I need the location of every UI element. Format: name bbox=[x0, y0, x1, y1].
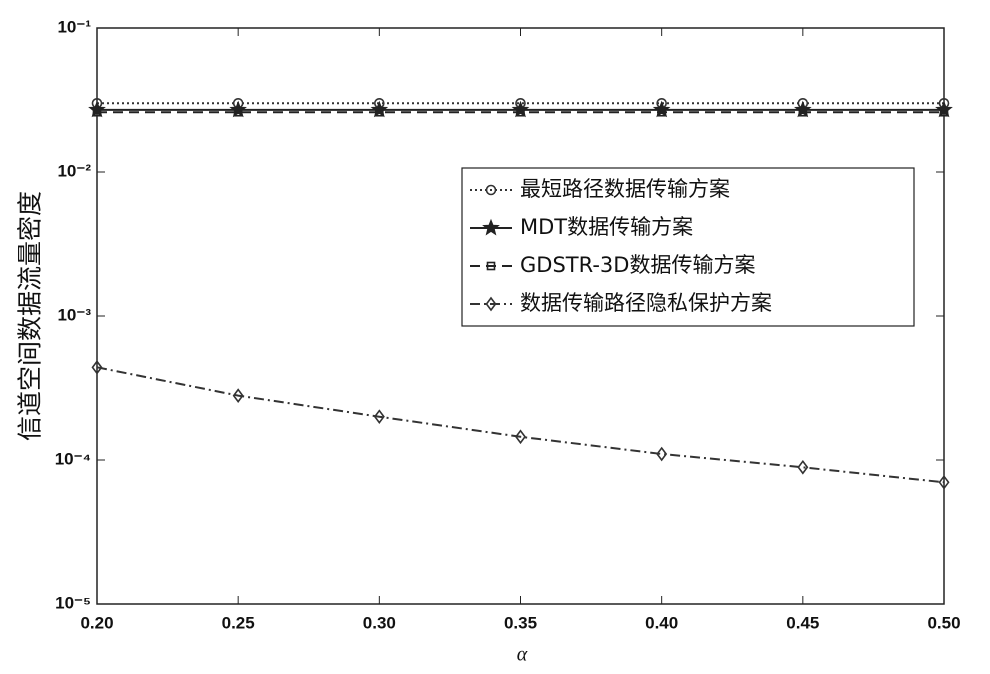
x-tick-label: 0.20 bbox=[80, 613, 113, 632]
marker bbox=[233, 107, 243, 117]
marker bbox=[939, 107, 949, 117]
x-tick-label: 0.50 bbox=[927, 613, 960, 632]
legend-marker bbox=[485, 184, 497, 196]
y-axis-label: 信道空间数据流量密度 bbox=[16, 191, 45, 441]
marker bbox=[797, 459, 809, 475]
legend-label: MDT数据传输方案 bbox=[520, 215, 693, 239]
x-tick-label: 0.40 bbox=[645, 613, 678, 632]
legend-box bbox=[461, 167, 915, 327]
x-tick-label: 0.35 bbox=[504, 613, 537, 632]
legend-label: 最短路径数据传输方案 bbox=[520, 177, 730, 201]
marker bbox=[938, 474, 950, 490]
marker bbox=[373, 409, 385, 424]
y-tick-label: 10⁻⁴ bbox=[55, 449, 91, 468]
marker bbox=[515, 429, 526, 445]
x-tick-label: 0.30 bbox=[363, 613, 396, 632]
y-tick-label: 10⁻¹ bbox=[57, 17, 91, 36]
marker bbox=[92, 107, 102, 117]
legend-label: GDSTR-3D数据传输方案 bbox=[520, 253, 755, 277]
marker bbox=[375, 107, 384, 117]
x-tick-label: 0.45 bbox=[786, 613, 819, 632]
y-tick-label: 10⁻² bbox=[57, 161, 91, 180]
x-tick-label: 0.25 bbox=[222, 613, 255, 632]
y-tick-label: 10⁻³ bbox=[57, 305, 91, 324]
legend-label: 数据传输路径隐私保护方案 bbox=[520, 291, 772, 315]
marker bbox=[657, 107, 666, 117]
marker bbox=[798, 107, 808, 117]
y-tick-label: 10⁻⁵ bbox=[55, 593, 91, 612]
legend-marker bbox=[485, 296, 497, 312]
marker bbox=[232, 388, 244, 403]
x-axis-label: α bbox=[517, 644, 528, 666]
legend-marker bbox=[486, 261, 496, 271]
legend-marker bbox=[482, 218, 500, 236]
marker bbox=[516, 107, 525, 117]
series-line bbox=[96, 366, 945, 484]
marker bbox=[91, 360, 103, 375]
marker bbox=[656, 446, 668, 462]
